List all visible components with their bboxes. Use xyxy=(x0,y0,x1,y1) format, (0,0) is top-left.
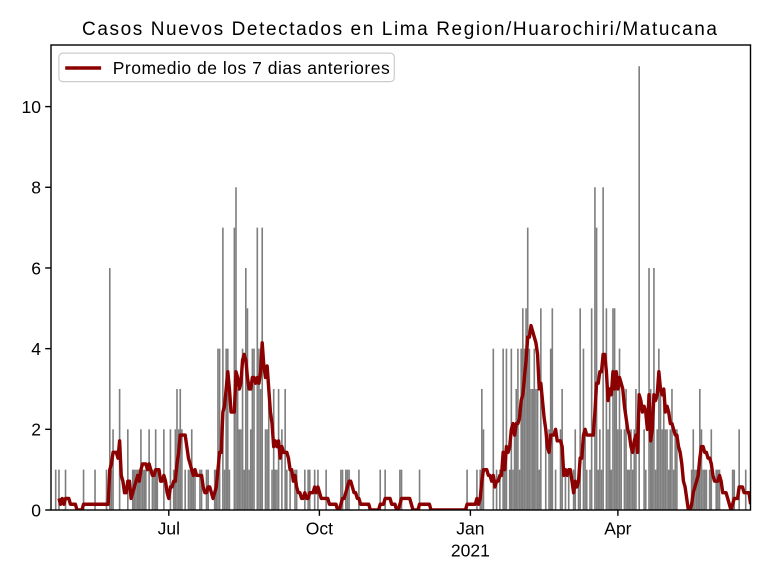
svg-text:0: 0 xyxy=(31,500,41,520)
svg-text:Casos Nuevos Detectados en Lim: Casos Nuevos Detectados en Lima Region/H… xyxy=(82,19,717,40)
svg-text:4: 4 xyxy=(31,339,41,359)
svg-text:6: 6 xyxy=(31,258,41,278)
svg-text:10: 10 xyxy=(22,97,42,117)
svg-text:Jul: Jul xyxy=(158,518,180,538)
svg-text:Apr: Apr xyxy=(604,518,631,538)
svg-text:8: 8 xyxy=(31,178,41,198)
svg-text:Oct: Oct xyxy=(306,518,333,538)
svg-text:Jan: Jan xyxy=(456,518,484,538)
svg-text:2: 2 xyxy=(31,420,41,440)
svg-text:2021: 2021 xyxy=(451,540,490,560)
svg-text:Promedio de los 7 dias anterio: Promedio de los 7 dias anteriores xyxy=(113,58,390,78)
